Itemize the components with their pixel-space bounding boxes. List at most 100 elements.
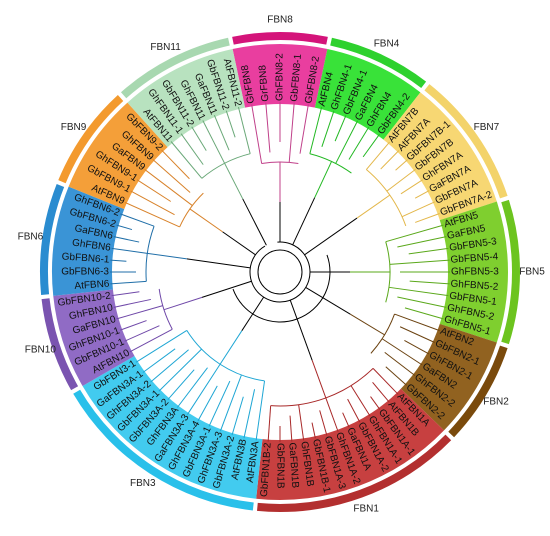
clade-arc <box>145 225 155 282</box>
clade-arc <box>370 313 395 354</box>
leaf-branch <box>267 405 272 442</box>
clade-sector-fbn6 <box>52 186 125 296</box>
leaf-branch <box>288 102 295 163</box>
leaf-branch <box>309 107 323 154</box>
leaf-branch <box>136 179 172 202</box>
leaf-branch <box>414 190 430 199</box>
leaf-branch <box>213 114 230 151</box>
backbone-branch <box>305 287 351 315</box>
clade-arc <box>385 241 391 303</box>
leaf-branch <box>394 313 440 332</box>
leaf-label: GbFBN1B-2 <box>259 442 274 498</box>
leaf-branch <box>161 149 190 180</box>
leaf-label: GhFBN6 <box>71 237 111 253</box>
clade-ring-fbn4 <box>330 37 427 88</box>
leaf-branch <box>372 381 390 403</box>
leaf-branch <box>231 396 244 436</box>
leaf-branch <box>409 280 450 285</box>
leaf-branch <box>142 348 176 373</box>
clade-sector-fbn5 <box>439 201 508 343</box>
leaf-label: AtFBN6 <box>74 279 110 292</box>
backbone-branch <box>201 280 252 298</box>
leaf-branch <box>404 307 444 320</box>
leaf-branch <box>111 247 148 254</box>
leaf-label: GrFBN8 <box>257 64 271 102</box>
leaf-branch <box>255 380 266 441</box>
leaf-branch <box>335 120 359 164</box>
tree-branches <box>110 102 450 442</box>
clade-sector-fbn10 <box>53 289 135 386</box>
clade-ring-fbn1 <box>256 434 452 512</box>
leaf-label: GbFBN8-1 <box>289 53 304 102</box>
leaf-branch <box>113 236 140 243</box>
leaf-label: GhFBN5-2 <box>450 279 499 293</box>
leaf-branch <box>388 286 449 297</box>
clade-label-fbn3: FBN3 <box>130 478 156 489</box>
leaf-branch <box>225 110 236 138</box>
clade-sector-fbn7 <box>383 92 497 221</box>
leaf-branch <box>404 340 430 355</box>
leaf-branch <box>186 363 221 415</box>
clade-ring-fbn5 <box>501 199 520 345</box>
clade-label-fbn9: FBN9 <box>61 122 87 133</box>
leaf-branch <box>191 126 207 151</box>
clade-arc <box>366 169 407 227</box>
clade-label-fbn8: FBN8 <box>267 15 293 26</box>
leaf-branch <box>116 224 133 231</box>
backbone-branch <box>222 231 256 256</box>
leaf-label: GhFBN8-2 <box>275 53 286 101</box>
leaf-branch <box>180 133 204 165</box>
backbone-branch <box>292 197 316 246</box>
leaf-branch <box>208 380 231 427</box>
leaf-branch <box>395 159 408 171</box>
leaf-branch <box>311 422 316 439</box>
leaf-branch <box>120 320 147 331</box>
clade-ring-fbn7 <box>424 84 508 199</box>
leaf-branch <box>319 410 328 436</box>
leaf-branch <box>384 351 416 376</box>
clade-stem <box>189 208 223 233</box>
clade-label-fbn4: FBN4 <box>374 38 400 49</box>
leaf-branch <box>389 259 450 265</box>
clade-stem <box>350 313 385 336</box>
leaf-branch <box>362 133 380 158</box>
leaf-branch <box>152 158 191 193</box>
leaf-branch <box>158 348 202 392</box>
clade-label-fbn1: FBN1 <box>353 503 379 514</box>
leaf-branch <box>399 326 435 343</box>
clade-ring-fbn10 <box>41 298 79 391</box>
clade-label-fbn10: FBN10 <box>25 345 57 356</box>
leaf-label: GbFBN6-3 <box>61 267 109 278</box>
leaf-branch <box>365 141 390 170</box>
leaf-branch <box>401 201 436 218</box>
leaf-label: GhFBN5-3 <box>451 267 499 278</box>
leaf-branch <box>167 369 195 401</box>
leaf-branch <box>202 120 226 164</box>
leaf-branch <box>120 213 155 227</box>
clade-label-fbn5: FBN5 <box>519 267 545 278</box>
leaf-branch <box>243 389 256 439</box>
leaf-branch <box>415 213 440 223</box>
clade-stem <box>163 296 203 311</box>
leaf-branch <box>350 385 371 417</box>
leaf-branch <box>325 397 339 432</box>
clade-sector-fbn4 <box>314 48 421 140</box>
clade-arc <box>201 153 251 179</box>
clade-ring-fbn11 <box>120 37 230 99</box>
clade-labels: FBN8 FBN4 FBN7 FBN5 FBN2 FBN1 FBN3 FBN10 FBN6 FBN… <box>18 15 546 515</box>
leaf-branch <box>176 367 208 408</box>
clade-label-fbn7: FBN7 <box>474 122 500 133</box>
leaf-label: GbFBN5-4 <box>450 251 499 265</box>
leaf-branch <box>197 385 218 422</box>
backbone-branch <box>242 198 267 246</box>
leaf-branch <box>144 168 193 206</box>
leaf-label: GbFBN6-1 <box>61 251 110 265</box>
clade-stem <box>224 163 244 200</box>
root-arc <box>257 249 303 295</box>
leaf-branch <box>289 415 293 442</box>
leaf-branch <box>370 396 381 410</box>
leaf-branch <box>397 236 447 248</box>
leaf-branch <box>170 141 203 179</box>
clade-sector-fbn8 <box>232 43 328 108</box>
leaf-branch <box>348 126 370 160</box>
